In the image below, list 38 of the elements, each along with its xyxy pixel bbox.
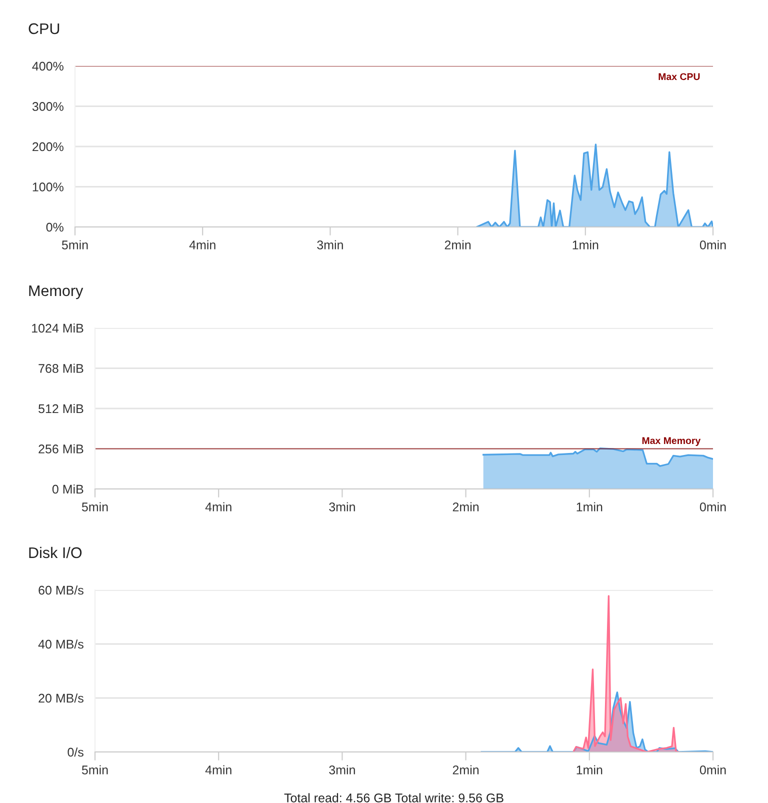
y-tick-label: 1024 MiB bbox=[32, 323, 84, 333]
y-tick-label: 0 MiB bbox=[52, 484, 84, 494]
x-tick-label: 5min bbox=[82, 765, 108, 774]
text: Total read: 4.56 GB Total write: 9.56 GB bbox=[284, 793, 504, 802]
x-tick-label: 4min bbox=[189, 240, 216, 250]
x-tick-label: 5min bbox=[62, 240, 88, 250]
y-tick-label: 100% bbox=[32, 182, 64, 192]
x-tick-label: 1min bbox=[576, 502, 602, 512]
y-tick-label: 768 MiB bbox=[38, 364, 84, 373]
chart-title: Memory bbox=[29, 285, 84, 300]
x-tick-label: 0min bbox=[700, 502, 726, 512]
x-tick-label: 1min bbox=[572, 240, 598, 250]
y-tick-label: 512 MiB bbox=[38, 404, 84, 414]
y-tick-label: 60 MB/s bbox=[38, 585, 84, 595]
y-tick-label: 256 MiB bbox=[38, 444, 84, 454]
chart-title: Disk I/O bbox=[29, 546, 82, 558]
x-tick-label: 2min bbox=[452, 502, 479, 512]
y-tick-label: 0/s bbox=[68, 747, 84, 757]
y-tick-label: 400% bbox=[32, 62, 64, 71]
x-tick-label: 4min bbox=[205, 765, 232, 774]
x-tick-label: 2min bbox=[452, 765, 479, 774]
x-tick-label: 1min bbox=[576, 765, 602, 774]
y-tick-label: 200% bbox=[32, 142, 64, 152]
x-tick-label: 5min bbox=[82, 502, 108, 512]
x-tick-label: 0min bbox=[700, 240, 726, 250]
y-tick-label: 20 MB/s bbox=[38, 693, 84, 703]
x-tick-label: 0min bbox=[700, 765, 726, 774]
y-tick-label: 300% bbox=[32, 102, 64, 111]
ref-line-label: Max CPU bbox=[658, 73, 700, 80]
x-tick-label: 2min bbox=[444, 240, 471, 250]
y-tick-label: 40 MB/s bbox=[38, 639, 84, 649]
x-tick-label: 3min bbox=[317, 240, 343, 250]
x-tick-label: 3min bbox=[329, 765, 355, 774]
ref-line-label: Max Memory bbox=[642, 437, 701, 446]
chart-title: CPU bbox=[28, 23, 60, 34]
y-tick-label: 0% bbox=[46, 222, 64, 232]
x-tick-label: 4min bbox=[205, 502, 232, 512]
x-tick-label: 3min bbox=[329, 502, 355, 512]
